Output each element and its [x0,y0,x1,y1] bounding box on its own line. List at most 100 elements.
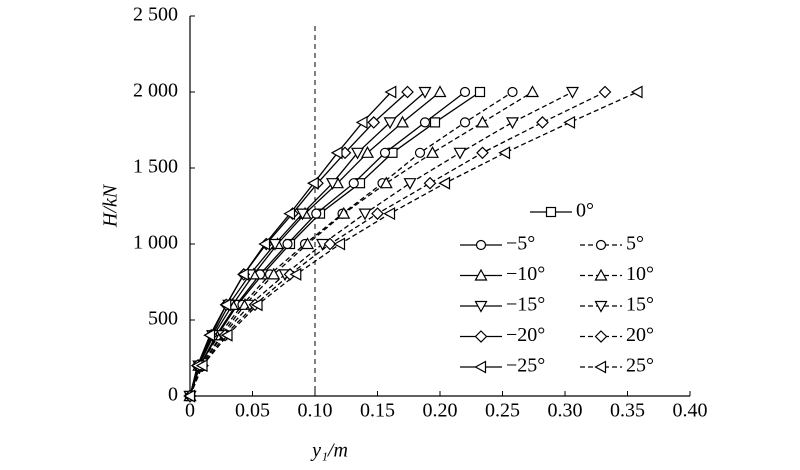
marker [379,147,391,158]
marker [267,267,281,280]
marker [348,178,359,189]
x-tick-label: 0.15 [360,400,395,422]
marker [595,239,607,251]
marker [295,208,310,221]
marker [220,328,233,342]
x-axis-label: y₁/m [310,440,348,462]
marker [594,268,608,281]
marker [311,208,322,219]
marker [429,117,441,128]
marker [474,300,488,313]
legend-label: 20° [626,324,654,346]
marker [219,298,232,312]
series-line [189,91,573,397]
marker [337,206,351,219]
legend-label: −25° [506,355,545,377]
marker [423,176,437,190]
marker [384,85,397,99]
marker [282,238,293,250]
marker [438,176,451,190]
marker [475,115,490,128]
marker [330,146,343,160]
marker [474,268,488,281]
marker [474,86,486,98]
marker [474,330,488,343]
marker [289,267,302,281]
marker [433,85,447,98]
y-tick-label: 1 500 [133,156,178,178]
marker [268,238,282,251]
y-tick-label: 0 [168,384,178,406]
marker [383,117,397,130]
marker [195,359,208,373]
x-tick-label: 0.20 [423,400,458,422]
marker [283,207,296,221]
marker [237,267,249,281]
marker [367,116,381,129]
marker [183,389,196,403]
marker [474,360,487,374]
marker [300,237,315,250]
series-line [189,91,606,397]
marker [250,298,263,312]
legend-label: −15° [506,294,545,316]
marker [203,328,216,342]
legend-label: 25° [626,355,654,377]
marker [498,146,511,160]
marker [323,237,337,251]
y-tick-label: 500 [148,308,178,330]
legend-label: 5° [626,233,644,255]
x-tick-label: 0 [185,400,195,422]
marker [414,147,426,158]
marker [565,86,580,99]
marker [630,85,643,99]
legend-label: −10° [506,263,545,285]
marker [598,85,612,99]
legend-label: −5° [506,233,535,255]
x-tick-label: 0.25 [485,400,520,422]
marker [507,86,518,98]
legend-label: 0° [576,200,594,222]
marker [355,115,368,129]
marker [418,86,432,99]
marker [594,300,608,313]
marker [459,117,471,128]
series-line [189,91,513,397]
marker [459,86,471,98]
marker [425,146,440,158]
marker [536,116,549,129]
marker [360,146,375,158]
y-tick-label: 2 000 [133,80,178,102]
series-line [189,91,408,397]
x-tick-label: 0.05 [235,400,270,422]
marker [371,207,384,220]
marker [401,85,414,99]
marker [475,239,487,251]
marker [594,360,607,374]
marker [358,208,372,221]
y-axis-label: H/kN [100,183,122,228]
marker [379,176,393,189]
y-tick-label: 1 000 [133,232,178,254]
x-tick-label: 0.10 [298,400,333,422]
x-tick-label: 0.30 [548,400,583,422]
marker [525,85,540,98]
y-tick-label: 2 500 [133,4,178,26]
marker [403,178,417,190]
marker [350,147,365,160]
marker [383,207,396,221]
marker [505,117,520,130]
x-tick-label: 0.40 [673,400,708,422]
marker [395,115,410,128]
marker [453,147,467,160]
marker [333,237,346,251]
marker [545,206,557,218]
marker [307,176,319,190]
marker [563,115,576,129]
legend-label: 15° [626,294,654,316]
legend-label: 10° [626,263,654,285]
x-tick-label: 0.35 [610,400,645,422]
marker [419,117,431,128]
marker [325,178,340,190]
